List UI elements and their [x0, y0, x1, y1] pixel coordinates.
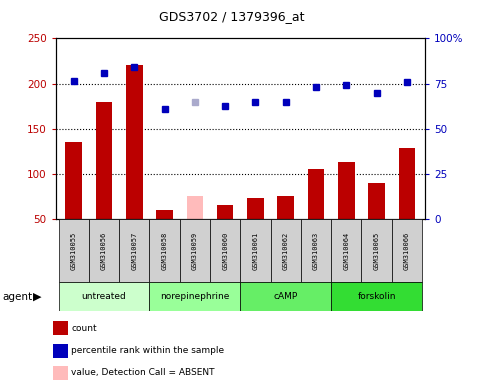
Bar [270, 219, 301, 282]
Text: GSM310057: GSM310057 [131, 232, 137, 270]
Bar [156, 210, 173, 219]
Bar [331, 282, 422, 311]
Text: GDS3702 / 1379396_at: GDS3702 / 1379396_at [159, 10, 305, 23]
Bar [58, 282, 149, 311]
Bar [89, 219, 119, 282]
Bar [180, 219, 210, 282]
Text: GSM310061: GSM310061 [253, 232, 258, 270]
Text: untreated: untreated [82, 292, 127, 301]
Bar [338, 162, 355, 219]
Bar [96, 101, 113, 219]
Text: value, Detection Call = ABSENT: value, Detection Call = ABSENT [71, 368, 215, 377]
Bar [247, 198, 264, 219]
Text: cAMP: cAMP [273, 292, 298, 301]
Bar [301, 219, 331, 282]
Bar [361, 219, 392, 282]
Bar [186, 196, 203, 219]
Bar [241, 282, 331, 311]
Bar [65, 142, 82, 219]
Text: GSM310060: GSM310060 [222, 232, 228, 270]
Bar [119, 219, 149, 282]
Text: count: count [71, 324, 97, 333]
Text: percentile rank within the sample: percentile rank within the sample [71, 346, 225, 355]
Bar [308, 169, 325, 219]
Text: forskolin: forskolin [357, 292, 396, 301]
Text: ▶: ▶ [33, 291, 42, 302]
Bar [368, 183, 385, 219]
Bar [241, 219, 270, 282]
Bar [149, 282, 241, 311]
Text: GSM310062: GSM310062 [283, 232, 289, 270]
Bar [126, 65, 142, 219]
Bar [392, 219, 422, 282]
Bar [398, 149, 415, 219]
Bar [217, 205, 233, 219]
Text: agent: agent [2, 291, 32, 302]
Text: GSM310056: GSM310056 [101, 232, 107, 270]
Bar [331, 219, 361, 282]
Text: GSM310058: GSM310058 [162, 232, 168, 270]
Bar [149, 219, 180, 282]
Text: GSM310065: GSM310065 [373, 232, 380, 270]
Bar [277, 196, 294, 219]
Text: GSM310059: GSM310059 [192, 232, 198, 270]
Text: GSM310063: GSM310063 [313, 232, 319, 270]
Text: GSM310055: GSM310055 [71, 232, 77, 270]
Bar [58, 219, 89, 282]
Text: norepinephrine: norepinephrine [160, 292, 229, 301]
Text: GSM310064: GSM310064 [343, 232, 349, 270]
Bar [210, 219, 241, 282]
Text: GSM310066: GSM310066 [404, 232, 410, 270]
